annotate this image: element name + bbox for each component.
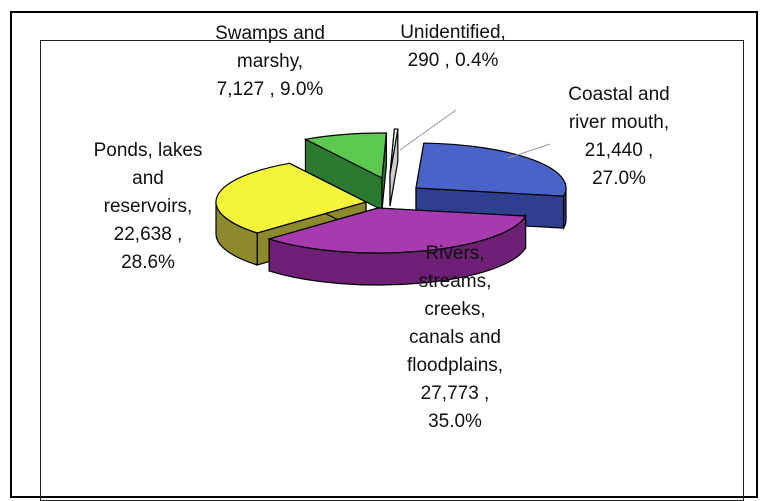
slice-label-line: 27,773 , xyxy=(421,383,490,404)
slice-label-line: river mouth, xyxy=(569,112,669,133)
slice-label-line: 28.6% xyxy=(121,252,175,273)
pie-slices xyxy=(215,128,567,286)
slice-label-line: 21,440 , xyxy=(585,140,654,161)
slice-labels: Coastal and river mouth, 21,440 , 27.0% Rive… xyxy=(94,22,670,432)
pie-slice-1 xyxy=(267,207,527,286)
slice-label-line: 27.0% xyxy=(592,168,646,189)
pie-slice-3 xyxy=(303,132,388,211)
slice-label-line: 7,127 , 9.0% xyxy=(217,79,324,100)
slice-label-0: Coastal and river mouth, 21,440 , 27.0% xyxy=(568,84,669,189)
leader-line-1 xyxy=(399,109,457,151)
slice-label-line: and xyxy=(132,168,164,189)
slice-label-line: floodplains, xyxy=(407,355,503,376)
pie-slice-0 xyxy=(415,142,567,231)
leader-line-0 xyxy=(507,143,551,159)
slice-label-line: marshy, xyxy=(237,51,303,72)
slice-label-line: Coastal and xyxy=(568,84,669,105)
slice-label-4: Unidentified, 290 , 0.4% xyxy=(400,22,506,71)
slice-label-line: streams, xyxy=(419,271,492,292)
slice-label-line: Unidentified, xyxy=(400,22,506,43)
slice-label-1: Rivers, streams, creeks, canals and floodpla… xyxy=(407,243,503,432)
slice-label-line: Swamps and xyxy=(215,23,325,44)
slice-label-line: 35.0% xyxy=(428,411,482,432)
slice-label-line: canals and xyxy=(409,327,501,348)
slice-label-line: 290 , 0.4% xyxy=(408,50,499,71)
slice-label-line: reservoirs, xyxy=(104,196,193,217)
leader-lines xyxy=(399,109,551,159)
slice-label-line: creeks, xyxy=(424,299,485,320)
pie-slice-4 xyxy=(389,128,399,207)
slice-label-line: Rivers, xyxy=(425,243,484,264)
slice-label-line: Ponds, lakes xyxy=(94,140,203,161)
slice-label-line: 22,638 , xyxy=(114,224,183,245)
slice-label-3: Swamps and marshy, 7,127 , 9.0% xyxy=(215,23,325,100)
slice-label-2: Ponds, lakes and reservoirs, 22,638 , 28.6% xyxy=(94,140,203,273)
